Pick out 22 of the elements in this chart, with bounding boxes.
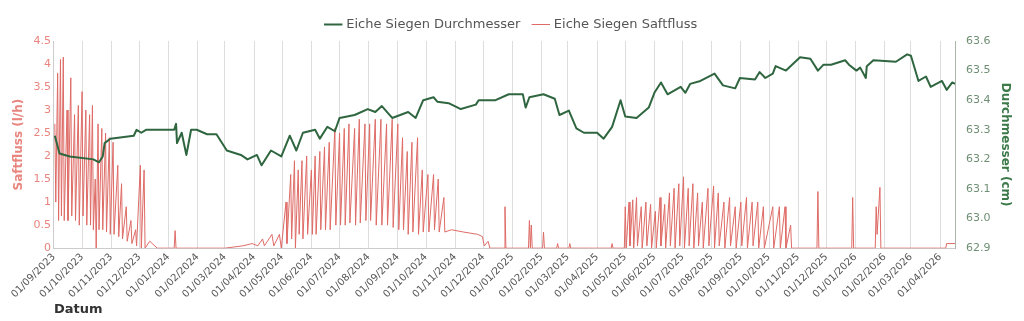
legend-label: Eiche Siegen Saftfluss (553, 15, 698, 31)
y-tick-label: 1.5 (33, 171, 51, 185)
y-tick-label: 2.5 (33, 125, 51, 139)
y-tick-label: 3 (43, 102, 51, 116)
y2-tick-label: 63.1 (966, 181, 991, 195)
y2-tick-label: 63.3 (966, 122, 991, 136)
y-tick-label: 3.5 (33, 79, 51, 93)
y-tick-label: 4 (43, 56, 51, 70)
y-tick-label: 4.5 (33, 33, 51, 47)
y-tick-label: 0.5 (33, 218, 51, 231)
y-axis-title: Saftfluss (l/h) (11, 98, 26, 191)
y2-tick-label: 63.4 (966, 93, 991, 107)
legend-label: Eiche Siegen Durchmesser (346, 15, 521, 31)
y2-tick-label: 63.6 (966, 33, 991, 47)
y-tick-label: 1 (43, 194, 51, 208)
y2-tick-label: 62.9 (966, 241, 991, 255)
y-tick-label: 2 (43, 148, 51, 162)
y2-tick-label: 63.0 (966, 211, 991, 225)
y2-axis-title: Durchmesser (cm) (998, 82, 1013, 207)
y2-tick-label: 63.2 (966, 152, 991, 166)
x-axis-title: Datum (53, 300, 103, 316)
y2-tick-label: 63.5 (966, 63, 991, 77)
